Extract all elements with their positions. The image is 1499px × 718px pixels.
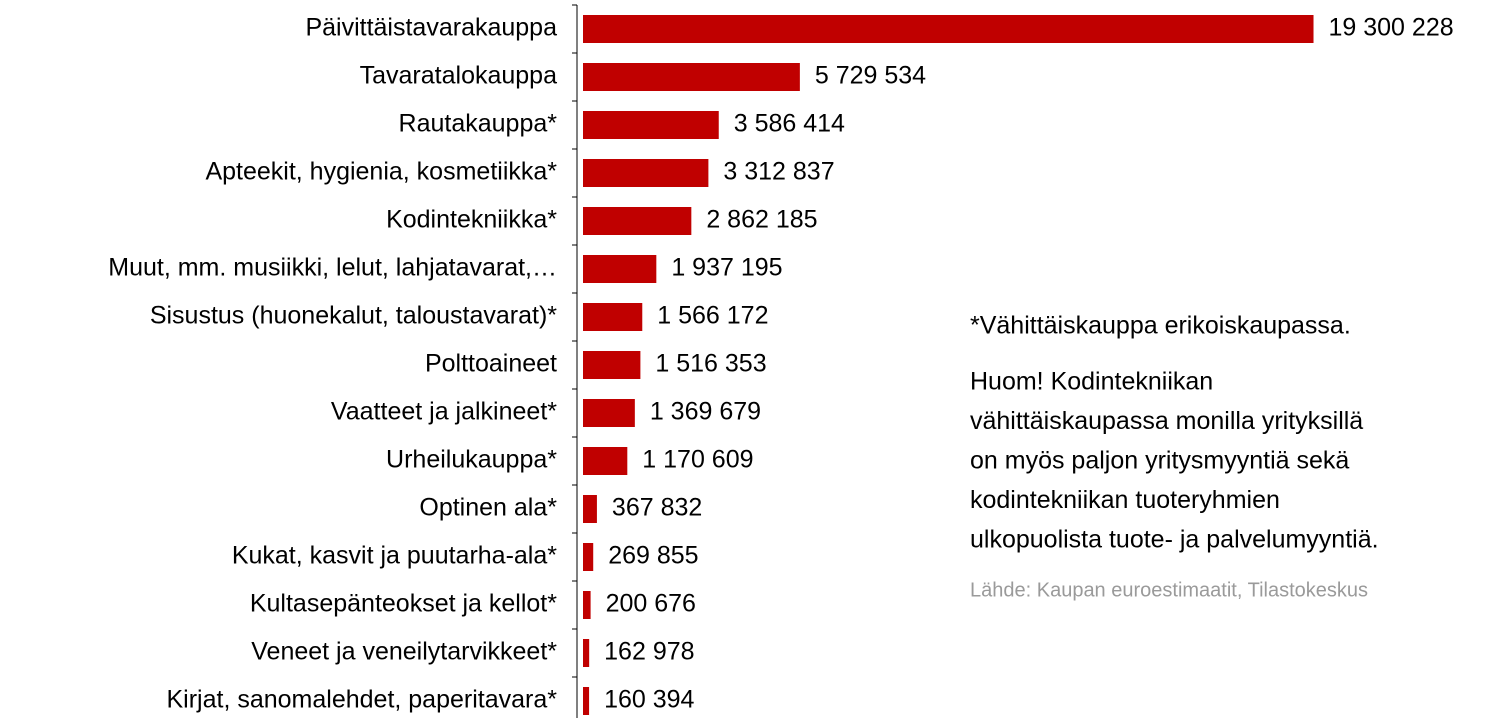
- data-label: 5 729 534: [815, 62, 926, 90]
- category-label: Kodintekniikka*: [386, 206, 557, 234]
- source: Lähde: Kaupan euroestimaatit, Tilastokes…: [970, 579, 1368, 601]
- bar: [583, 543, 594, 571]
- category-label: Polttoaineet: [425, 350, 557, 378]
- bar: [583, 255, 657, 283]
- note-line: Huom! Kodintekniikan: [970, 368, 1213, 396]
- category-label: Päivittäistavarakauppa: [305, 14, 557, 42]
- note-line: vähittäiskaupassa monilla yrityksillä: [970, 407, 1363, 435]
- data-label: 1 369 679: [650, 398, 761, 426]
- data-label: 2 862 185: [706, 206, 817, 234]
- bar: [583, 447, 628, 475]
- category-label: Apteekit, hygienia, kosmetiikka*: [205, 158, 557, 186]
- data-label: 162 978: [604, 638, 694, 666]
- category-label: Muut, mm. musiikki, lelut, lahjatavarat,…: [108, 254, 557, 282]
- footnote: *Vähittäiskauppa erikoiskaupassa.: [970, 312, 1351, 340]
- bar: [583, 639, 590, 667]
- bar: [583, 687, 590, 715]
- bar: [583, 111, 719, 139]
- bar: [583, 207, 692, 235]
- bar: [583, 159, 709, 187]
- data-label: 3 312 837: [723, 158, 834, 186]
- data-label: 3 586 414: [734, 110, 845, 138]
- bar: [583, 351, 641, 379]
- data-label: 160 394: [604, 686, 694, 714]
- category-label: Kirjat, sanomalehdet, paperitavara*: [166, 686, 557, 714]
- bar: [583, 303, 643, 331]
- bar: [583, 495, 597, 523]
- bar: [583, 399, 635, 427]
- data-label: 19 300 228: [1329, 14, 1454, 42]
- data-label: 269 855: [608, 542, 698, 570]
- data-label: 200 676: [606, 590, 696, 618]
- category-label: Optinen ala*: [419, 494, 557, 522]
- category-label: Urheilukauppa*: [386, 446, 557, 474]
- bar: [583, 15, 1314, 43]
- category-label: Tavaratalokauppa: [360, 62, 557, 90]
- note-line: ulkopuolista tuote- ja palvelumyyntiä.: [970, 526, 1379, 554]
- note-line: on myös paljon yritysmyyntiä sekä: [970, 447, 1349, 475]
- category-label: Vaatteet ja jalkineet*: [331, 398, 557, 426]
- category-label: Kultasepänteokset ja kellot*: [250, 590, 557, 618]
- data-label: 1 937 195: [671, 254, 782, 282]
- category-label: Veneet ja veneilytarvikkeet*: [251, 638, 557, 666]
- data-label: 1 566 172: [657, 302, 768, 330]
- data-label: 1 516 353: [655, 350, 766, 378]
- category-label: Sisustus (huonekalut, taloustavarat)*: [150, 302, 557, 330]
- data-label: 1 170 609: [642, 446, 753, 474]
- bar: [583, 591, 591, 619]
- bar: [583, 63, 800, 91]
- category-label: Kukat, kasvit ja puutarha-ala*: [232, 542, 557, 570]
- note-line: kodintekniikan tuoteryhmien: [970, 486, 1280, 514]
- data-label: 367 832: [612, 494, 702, 522]
- category-label: Rautakauppa*: [399, 110, 558, 138]
